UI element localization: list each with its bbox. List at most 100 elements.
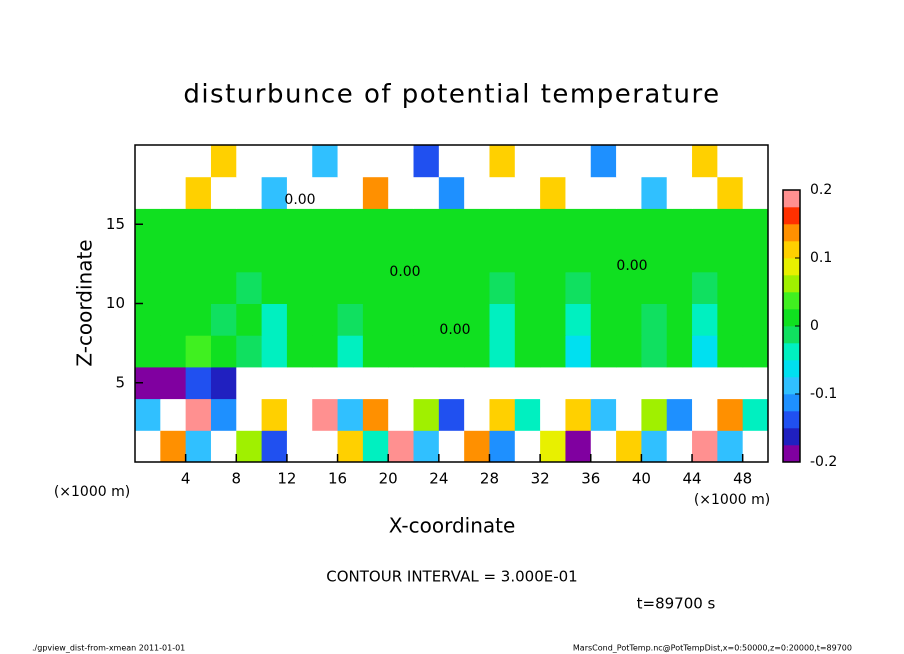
x-tick-label: 40 bbox=[632, 470, 651, 488]
field-cell bbox=[742, 176, 769, 209]
field-cell bbox=[438, 240, 465, 273]
x-tick-label: 48 bbox=[733, 470, 752, 488]
field-cell bbox=[312, 430, 339, 463]
y-tick-label: 15 bbox=[106, 215, 125, 233]
contour-label: 0.00 bbox=[439, 322, 470, 338]
colorbar-cell bbox=[783, 428, 800, 446]
field-cell bbox=[312, 176, 339, 209]
field-cell bbox=[337, 176, 364, 209]
field-cell bbox=[489, 208, 516, 241]
field-cell bbox=[540, 240, 566, 273]
field-cell bbox=[160, 398, 187, 431]
field-cell bbox=[666, 145, 693, 178]
field-cell bbox=[464, 303, 490, 336]
field-cell bbox=[565, 335, 592, 368]
field-cell bbox=[185, 176, 212, 209]
x-tick-label: 36 bbox=[581, 470, 600, 488]
field-cell bbox=[616, 176, 642, 209]
field-cell bbox=[514, 271, 541, 304]
field-cell bbox=[565, 303, 592, 336]
field-cell bbox=[616, 366, 642, 400]
footer-right: MarsCond_PotTemp.nc@PotTempDist,x=0:5000… bbox=[573, 644, 852, 653]
field-cell bbox=[590, 398, 617, 431]
x-tick-label: 32 bbox=[531, 470, 550, 488]
x-tick-label: 8 bbox=[232, 470, 242, 488]
x-unit: (×1000 m) bbox=[694, 492, 770, 508]
field-cell bbox=[286, 145, 313, 178]
field-cell bbox=[666, 176, 693, 209]
field-cell bbox=[261, 240, 288, 273]
field-cell bbox=[160, 303, 187, 336]
colorbar-cell bbox=[783, 190, 800, 208]
field-cell bbox=[135, 430, 161, 463]
colorbar-tick-label: 0 bbox=[810, 318, 819, 334]
field-cell bbox=[742, 145, 769, 178]
field-cell bbox=[590, 303, 617, 336]
field-cell bbox=[337, 240, 364, 273]
field-cell bbox=[362, 240, 389, 273]
field-cell bbox=[388, 271, 415, 304]
field-cell bbox=[312, 398, 339, 431]
field-cell bbox=[666, 430, 693, 463]
colorbar-cell bbox=[783, 207, 800, 225]
field-cell bbox=[135, 271, 161, 304]
field-cell bbox=[742, 335, 769, 368]
field-cell bbox=[413, 208, 440, 241]
x-tick-label: 44 bbox=[682, 470, 701, 488]
field-cell bbox=[540, 303, 566, 336]
field-cell bbox=[590, 176, 617, 209]
field-cell bbox=[286, 240, 313, 273]
field-cell bbox=[464, 240, 490, 273]
field-cell bbox=[388, 366, 415, 400]
colorbar-cell bbox=[783, 292, 800, 310]
field-cell bbox=[362, 335, 389, 368]
field-cell bbox=[210, 271, 237, 304]
field-cell bbox=[210, 366, 237, 400]
field-cell bbox=[362, 366, 389, 400]
field-cell bbox=[438, 176, 465, 209]
field-cell bbox=[286, 271, 313, 304]
field-cell bbox=[236, 398, 263, 431]
chart-title: disturbunce of potential temperature bbox=[183, 80, 720, 110]
field-cell bbox=[337, 398, 364, 431]
field-cell bbox=[261, 398, 288, 431]
field-cell bbox=[590, 145, 617, 178]
field-cell bbox=[641, 145, 668, 178]
field-cell bbox=[464, 208, 490, 241]
field-cell bbox=[413, 145, 440, 178]
field-cell bbox=[312, 335, 339, 368]
field bbox=[135, 145, 769, 463]
field-cell bbox=[438, 303, 465, 336]
colorbar-cell bbox=[783, 224, 800, 242]
field-cell bbox=[489, 145, 516, 178]
field-cell bbox=[135, 335, 161, 368]
field-cell bbox=[666, 208, 693, 241]
field-cell bbox=[692, 145, 718, 178]
field-cell bbox=[540, 366, 566, 400]
field-cell bbox=[160, 366, 187, 400]
field-cell bbox=[514, 240, 541, 273]
field-cell bbox=[464, 366, 490, 400]
field-cell bbox=[717, 271, 744, 304]
field-cell bbox=[337, 271, 364, 304]
field-cell bbox=[413, 430, 440, 463]
contour-label: 0.00 bbox=[616, 258, 647, 274]
field-cell bbox=[160, 335, 187, 368]
field-cell bbox=[464, 398, 490, 431]
field-cell bbox=[185, 366, 212, 400]
colorbar-cell bbox=[783, 377, 800, 395]
field-cell bbox=[717, 398, 744, 431]
field-cell bbox=[362, 398, 389, 431]
field-cell bbox=[514, 398, 541, 431]
field-cell bbox=[185, 145, 212, 178]
field-cell bbox=[692, 366, 718, 400]
field-cell bbox=[312, 271, 339, 304]
field-cell bbox=[413, 366, 440, 400]
colorbar-cell bbox=[783, 343, 800, 361]
field-cell bbox=[261, 208, 288, 241]
field-cell bbox=[540, 398, 566, 431]
field-cell bbox=[641, 240, 668, 273]
colorbar-cell bbox=[783, 241, 800, 259]
field-cell bbox=[185, 303, 212, 336]
